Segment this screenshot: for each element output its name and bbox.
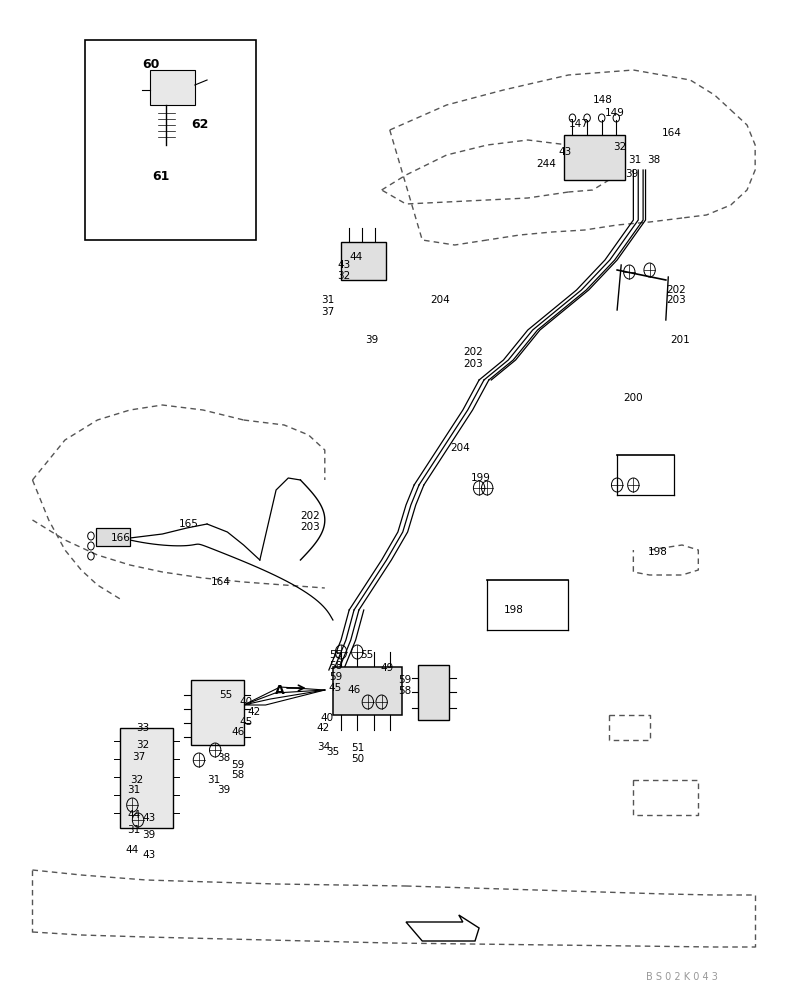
Text: 32: 32 <box>612 142 625 152</box>
Text: 45: 45 <box>239 717 252 727</box>
Text: 45: 45 <box>328 683 341 693</box>
Text: 166: 166 <box>111 533 131 543</box>
Bar <box>564 135 624 180</box>
Text: 44: 44 <box>127 810 140 820</box>
Text: 35: 35 <box>326 747 339 757</box>
Text: 42: 42 <box>316 723 329 733</box>
Text: 58: 58 <box>231 770 244 780</box>
Text: 58: 58 <box>328 661 341 671</box>
Text: 37: 37 <box>132 752 145 762</box>
Text: 147: 147 <box>568 119 587 129</box>
Bar <box>85 40 255 240</box>
Text: 43: 43 <box>142 813 155 823</box>
Text: 60: 60 <box>142 58 159 72</box>
Text: 204: 204 <box>430 295 449 305</box>
Text: 33: 33 <box>136 723 149 733</box>
Text: A: A <box>274 684 284 696</box>
Bar <box>333 667 401 715</box>
Text: 38: 38 <box>646 155 659 165</box>
Bar <box>120 728 173 828</box>
Text: 43: 43 <box>558 147 571 157</box>
Text: 32: 32 <box>136 740 149 750</box>
Text: 55: 55 <box>359 650 372 660</box>
Text: 34: 34 <box>316 742 329 752</box>
Text: 39: 39 <box>365 335 378 345</box>
Text: 32: 32 <box>130 775 143 785</box>
Text: 31: 31 <box>207 775 220 785</box>
Text: 200: 200 <box>623 393 642 403</box>
Text: 51: 51 <box>350 743 363 753</box>
Text: 37: 37 <box>320 307 333 317</box>
Text: 44: 44 <box>349 252 362 262</box>
Text: 49: 49 <box>380 663 393 673</box>
Text: 46: 46 <box>231 727 244 737</box>
Text: 55: 55 <box>328 650 341 660</box>
Text: B S 0 2 K 0 4 3: B S 0 2 K 0 4 3 <box>646 972 717 982</box>
Text: 31: 31 <box>127 825 140 835</box>
Bar <box>341 242 385 280</box>
Text: 203: 203 <box>665 295 684 305</box>
Text: 202: 202 <box>665 285 684 295</box>
Polygon shape <box>406 915 478 941</box>
Bar <box>191 680 243 745</box>
Text: 59: 59 <box>397 675 410 685</box>
Text: 39: 39 <box>142 830 155 840</box>
Text: 31: 31 <box>320 295 333 305</box>
Text: 55: 55 <box>219 690 232 700</box>
Text: 199: 199 <box>470 473 490 483</box>
Text: 39: 39 <box>624 169 637 179</box>
Text: 44: 44 <box>126 845 139 855</box>
Text: 59: 59 <box>231 760 244 770</box>
Text: 204: 204 <box>450 443 470 453</box>
Text: 198: 198 <box>647 547 667 557</box>
Text: 148: 148 <box>592 95 611 105</box>
Text: 58: 58 <box>397 686 410 696</box>
Text: 32: 32 <box>337 271 350 281</box>
FancyBboxPatch shape <box>150 70 195 105</box>
Text: 164: 164 <box>661 128 680 138</box>
Text: 31: 31 <box>127 785 140 795</box>
Text: 202: 202 <box>462 347 482 357</box>
Text: 40: 40 <box>239 697 252 707</box>
Text: 149: 149 <box>604 108 624 118</box>
Text: 198: 198 <box>503 605 522 615</box>
Text: 203: 203 <box>300 522 320 532</box>
Text: 61: 61 <box>152 170 169 184</box>
Text: 31: 31 <box>627 155 640 165</box>
Text: 201: 201 <box>669 335 689 345</box>
Text: 165: 165 <box>178 519 198 529</box>
Bar <box>96 528 130 546</box>
Text: 59: 59 <box>328 672 341 682</box>
Text: 40: 40 <box>320 713 333 723</box>
Text: 244: 244 <box>535 159 555 169</box>
Bar <box>418 665 448 720</box>
Text: 39: 39 <box>217 785 230 795</box>
Text: 202: 202 <box>300 511 320 521</box>
Text: 50: 50 <box>350 754 363 764</box>
Text: 43: 43 <box>337 260 350 270</box>
Text: 46: 46 <box>347 685 360 695</box>
Text: 43: 43 <box>142 850 155 860</box>
Text: 203: 203 <box>462 359 482 369</box>
Text: 42: 42 <box>247 707 260 717</box>
Text: 38: 38 <box>217 753 230 763</box>
Text: 62: 62 <box>191 117 208 130</box>
Text: 164: 164 <box>211 577 230 587</box>
